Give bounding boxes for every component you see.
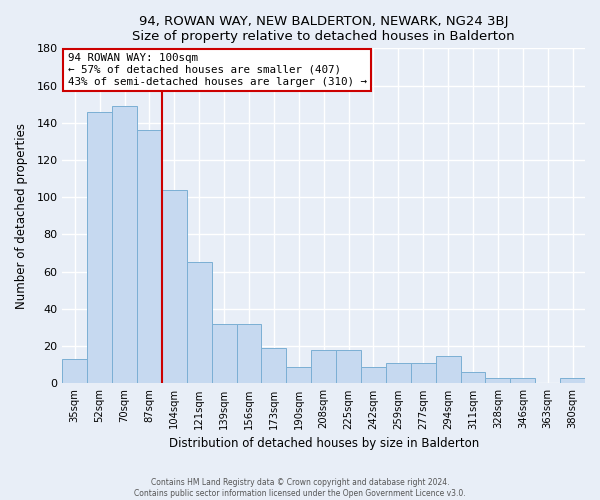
Bar [336, 350, 361, 384]
Bar [236, 324, 262, 384]
Bar [87, 112, 112, 384]
Bar [436, 356, 461, 384]
Bar [361, 366, 386, 384]
Title: 94, ROWAN WAY, NEW BALDERTON, NEWARK, NG24 3BJ
Size of property relative to deta: 94, ROWAN WAY, NEW BALDERTON, NEWARK, NG… [133, 15, 515, 43]
Bar [560, 378, 585, 384]
Y-axis label: Number of detached properties: Number of detached properties [15, 123, 28, 309]
Text: 94 ROWAN WAY: 100sqm
← 57% of detached houses are smaller (407)
43% of semi-deta: 94 ROWAN WAY: 100sqm ← 57% of detached h… [68, 54, 367, 86]
Bar [112, 106, 137, 384]
Bar [62, 359, 87, 384]
Bar [262, 348, 286, 384]
Bar [162, 190, 187, 384]
Bar [411, 363, 436, 384]
Bar [485, 378, 511, 384]
Bar [311, 350, 336, 384]
Bar [212, 324, 236, 384]
Bar [187, 262, 212, 384]
Bar [286, 366, 311, 384]
Text: Contains HM Land Registry data © Crown copyright and database right 2024.
Contai: Contains HM Land Registry data © Crown c… [134, 478, 466, 498]
Bar [511, 378, 535, 384]
Bar [461, 372, 485, 384]
Bar [386, 363, 411, 384]
X-axis label: Distribution of detached houses by size in Balderton: Distribution of detached houses by size … [169, 437, 479, 450]
Bar [137, 130, 162, 384]
